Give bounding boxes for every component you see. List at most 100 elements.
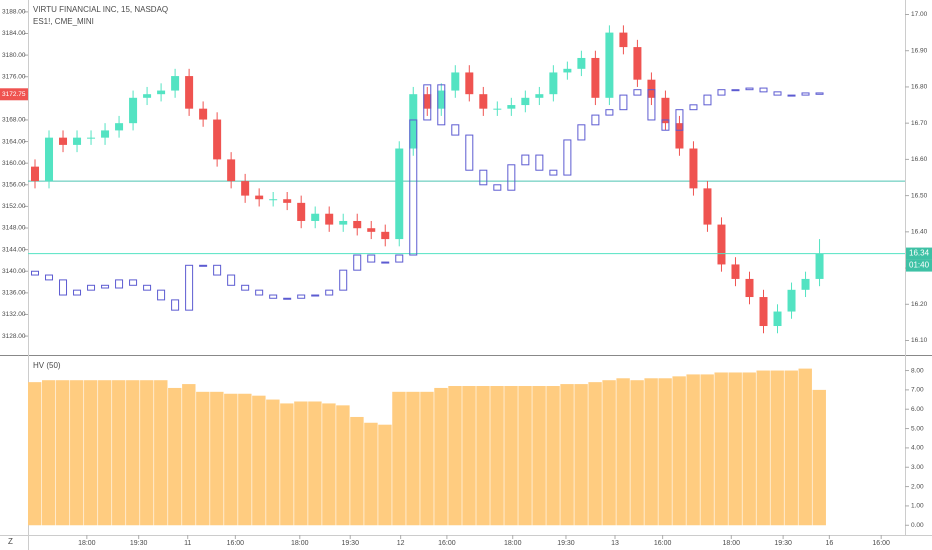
x-tick-label: 18:00 (78, 540, 96, 547)
candle-body (87, 284, 96, 291)
candle-body (297, 202, 306, 221)
candle-body (73, 289, 82, 296)
candle-body (745, 87, 754, 91)
candle-body (675, 123, 684, 149)
candle-body (283, 297, 292, 300)
hv-bar (392, 391, 406, 526)
price-tag (906, 247, 932, 260)
x-tick-label: 18:00 (291, 540, 309, 547)
y-tick-label: 3152.00 (2, 203, 26, 210)
candle-body (605, 109, 614, 116)
candle-body (423, 94, 432, 109)
hv-bar (28, 382, 42, 526)
candle-body (465, 72, 474, 95)
hv-bar (182, 384, 196, 526)
candle-body (647, 79, 656, 98)
hv-bar (112, 380, 126, 526)
candle-body (773, 311, 782, 327)
hv-bar (98, 380, 112, 526)
y2-tick-label: 16.10 (911, 337, 928, 344)
candle-body (465, 134, 474, 171)
footer-label[interactable]: Z (8, 537, 13, 546)
candle-body (731, 89, 740, 92)
hv-tick-label: 1.00 (911, 503, 924, 510)
hv-tick-label: 0.00 (911, 522, 924, 529)
price-tag-label: 3172.75 (2, 91, 26, 98)
candle-body (661, 119, 670, 131)
hv-bar (532, 386, 546, 526)
hv-tick-label: 5.00 (911, 425, 924, 432)
candle-body (787, 289, 796, 312)
x-tick-label: 16:00 (438, 540, 456, 547)
price-tag-label: 16.34 (909, 249, 930, 258)
hv-bar (84, 380, 98, 526)
candle-body (129, 97, 138, 124)
hv-bar (714, 372, 728, 526)
candle-body (619, 94, 628, 111)
hv-bar (294, 401, 308, 526)
y-tick-label: 3164.00 (2, 138, 26, 145)
candle-body (325, 289, 334, 296)
candle-body (801, 92, 810, 96)
candle-body (101, 130, 110, 138)
hv-bar (266, 399, 280, 526)
hv-bar (490, 386, 504, 526)
hv-bar (644, 378, 658, 526)
y-tick-label: 3128.00 (2, 333, 26, 340)
hv-bar (798, 368, 812, 526)
hv-bar (812, 389, 826, 526)
hv-tick-label: 2.00 (911, 483, 924, 490)
x-tick-label: 12 (397, 540, 405, 547)
candle-body (339, 269, 348, 291)
hv-bar (700, 374, 714, 526)
hv-bar (462, 386, 476, 526)
candle-body (689, 148, 698, 189)
candle-body (297, 294, 306, 299)
candle-body (199, 108, 208, 120)
x-tick-label: 19:30 (774, 540, 792, 547)
x-tick-label: 13 (611, 540, 619, 547)
hv-tick-label: 3.00 (911, 464, 924, 471)
candle-body (59, 137, 68, 145)
hv-bar (308, 401, 322, 526)
candle-body (255, 195, 264, 200)
countdown-label: 01:40 (909, 261, 930, 270)
candle-body (703, 94, 712, 106)
candle-body (185, 76, 194, 109)
candle-body (661, 97, 670, 124)
candle-body (325, 213, 334, 225)
y-tick-label: 3156.00 (2, 182, 26, 189)
hv-tick-label: 7.00 (911, 387, 924, 394)
hv-bar (546, 386, 560, 526)
candle-body (535, 94, 544, 98)
candle-body (45, 137, 54, 182)
hv-bar (770, 370, 784, 526)
hv-bar (602, 380, 616, 526)
candle-body (381, 261, 390, 264)
candle-body (367, 228, 376, 232)
candle-body (353, 220, 362, 229)
candle-body (269, 294, 278, 299)
chart-title: VIRTU FINANCIAL INC, 15, NASDAQ (33, 5, 168, 14)
hv-bar (322, 403, 336, 526)
candle-body (395, 254, 404, 263)
candle-body (283, 199, 292, 203)
candle-body (577, 124, 586, 141)
candle-body (45, 274, 54, 281)
candle-body (395, 148, 404, 240)
hv-bar (742, 372, 756, 526)
y2-tick-label: 16.90 (911, 47, 928, 54)
candle-body (773, 91, 782, 96)
hv-bar (350, 416, 364, 526)
hv-bar (140, 380, 154, 526)
candle-body (451, 124, 460, 136)
hv-bar (252, 395, 266, 526)
hv-bar (280, 403, 294, 526)
y-tick-label: 3176.00 (2, 73, 26, 80)
candle-body (311, 294, 320, 297)
candle-body (213, 119, 222, 160)
candle-body (521, 154, 530, 166)
x-tick-label: 18:00 (723, 540, 741, 547)
candle-body (549, 72, 558, 95)
